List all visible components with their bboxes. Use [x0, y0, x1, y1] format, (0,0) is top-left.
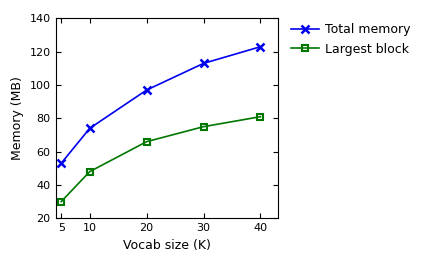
Total memory	[257, 45, 262, 48]
Line: Largest block: Largest block	[58, 113, 263, 205]
Total memory	[201, 62, 206, 65]
Total memory	[58, 162, 63, 165]
Y-axis label: Memory (MB): Memory (MB)	[11, 77, 24, 160]
Largest block	[201, 125, 206, 128]
Total memory	[144, 88, 149, 92]
X-axis label: Vocab size (K): Vocab size (K)	[122, 239, 210, 252]
Legend: Total memory, Largest block: Total memory, Largest block	[286, 18, 414, 61]
Line: Total memory: Total memory	[57, 43, 264, 168]
Total memory	[87, 127, 92, 130]
Largest block	[87, 170, 92, 173]
Largest block	[58, 200, 63, 203]
Largest block	[144, 140, 149, 143]
Largest block	[257, 115, 262, 118]
